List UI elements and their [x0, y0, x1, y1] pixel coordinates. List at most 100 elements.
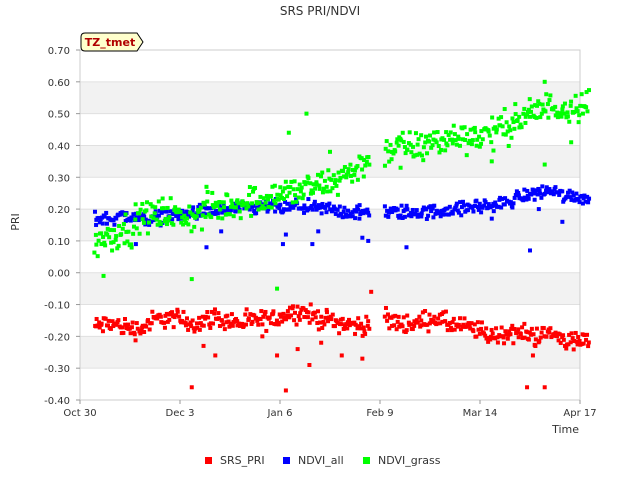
data-point — [321, 319, 326, 324]
data-point — [197, 207, 202, 212]
data-point — [92, 209, 97, 214]
data-point — [168, 196, 173, 201]
data-point — [324, 210, 329, 215]
data-point — [455, 208, 460, 213]
data-point — [365, 323, 370, 328]
data-point — [199, 227, 204, 232]
data-point — [438, 214, 443, 219]
data-point — [320, 170, 325, 175]
data-point — [527, 97, 532, 102]
data-point — [363, 331, 368, 336]
legend-label: NDVI_grass — [378, 454, 441, 467]
data-point — [477, 144, 482, 149]
data-point — [120, 325, 125, 330]
data-point — [150, 309, 155, 314]
data-point — [462, 125, 467, 130]
data-point — [529, 104, 534, 109]
data-point — [480, 137, 485, 142]
data-point — [346, 208, 351, 213]
data-point — [437, 210, 442, 215]
data-point — [237, 209, 242, 214]
data-point — [195, 321, 200, 326]
data-point — [333, 178, 338, 183]
data-point — [468, 127, 473, 132]
data-point — [490, 204, 495, 209]
data-point — [472, 203, 477, 208]
data-point — [526, 107, 531, 112]
data-point — [181, 222, 186, 227]
data-point — [344, 214, 349, 219]
data-point — [175, 307, 180, 312]
data-point — [292, 179, 297, 184]
data-point — [341, 169, 346, 174]
data-point — [244, 322, 249, 327]
data-point — [339, 211, 344, 216]
data-point — [165, 319, 170, 324]
data-point — [470, 138, 475, 143]
data-point — [176, 207, 181, 212]
data-point — [305, 180, 310, 185]
data-point — [140, 323, 145, 328]
data-point — [400, 215, 405, 220]
data-point — [183, 321, 188, 326]
data-point — [551, 107, 556, 112]
data-point — [200, 213, 205, 218]
data-point — [290, 306, 295, 311]
data-point — [483, 200, 488, 205]
data-point — [519, 125, 524, 130]
data-point — [306, 310, 311, 315]
data-point — [260, 204, 265, 209]
data-point — [447, 321, 452, 326]
data-point — [311, 182, 316, 187]
data-point — [393, 149, 398, 154]
legend-item-SRS_PRI: SRS_PRI — [205, 454, 265, 467]
data-point — [456, 134, 461, 139]
data-point — [463, 138, 468, 143]
data-point — [326, 319, 331, 324]
data-point — [389, 157, 394, 162]
data-point-outlier — [489, 159, 494, 164]
data-point — [453, 138, 458, 143]
data-point — [253, 185, 258, 190]
data-point — [277, 206, 282, 211]
data-point — [145, 200, 150, 205]
data-point — [521, 198, 526, 203]
data-point — [114, 216, 119, 221]
data-point — [184, 220, 189, 225]
data-point — [394, 327, 399, 332]
data-point — [423, 134, 428, 139]
data-point — [277, 312, 282, 317]
data-point — [276, 197, 281, 202]
data-point — [135, 326, 140, 331]
data-point — [456, 322, 461, 327]
data-point-outlier — [304, 111, 309, 116]
data-point — [115, 246, 120, 251]
data-point — [322, 322, 327, 327]
data-point — [126, 322, 131, 327]
data-point — [555, 115, 560, 120]
data-point-outlier — [528, 114, 532, 119]
data-point — [392, 323, 397, 328]
data-point — [139, 328, 144, 333]
data-point — [352, 172, 357, 177]
data-point — [353, 216, 358, 221]
data-point — [216, 316, 221, 321]
data-point — [340, 316, 345, 321]
data-point — [350, 179, 355, 184]
data-point — [212, 307, 217, 312]
data-point — [502, 341, 507, 346]
data-point — [164, 209, 169, 214]
data-point — [419, 133, 424, 138]
data-point — [281, 209, 286, 214]
data-point — [494, 130, 499, 135]
data-point — [448, 130, 453, 135]
data-point-outlier — [357, 216, 362, 221]
data-point — [165, 205, 170, 210]
data-point — [174, 213, 179, 218]
data-point — [366, 210, 371, 215]
data-point — [296, 314, 301, 319]
data-point — [454, 322, 459, 327]
data-point — [532, 197, 537, 202]
data-point — [496, 116, 501, 121]
data-point — [268, 194, 273, 199]
